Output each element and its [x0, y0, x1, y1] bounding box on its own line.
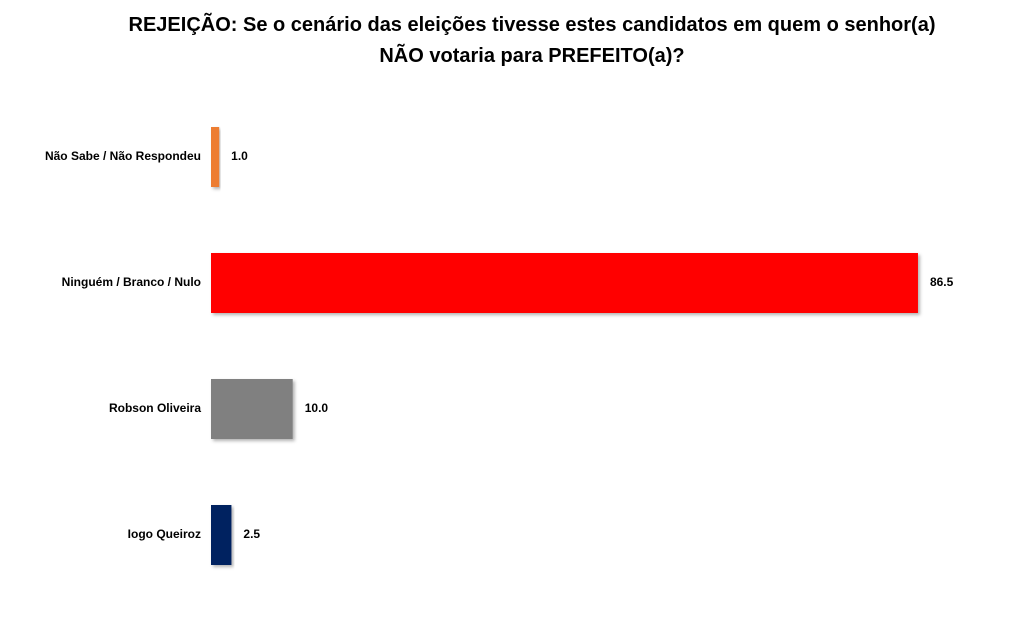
value-label: 2.5: [243, 527, 260, 541]
bar: [211, 127, 220, 187]
bar: [211, 505, 232, 565]
bar: [211, 253, 918, 313]
bar: [211, 379, 293, 439]
chart-title: REJEIÇÃO: Se o cenário das eleições tive…: [128, 14, 936, 67]
category-label: Ninguém / Branco / Nulo: [62, 275, 201, 289]
category-label: Robson Oliveira: [109, 401, 201, 415]
value-label: 86.5: [930, 275, 954, 289]
value-label: 10.0: [305, 401, 329, 415]
category-label: Não Sabe / Não Respondeu: [45, 149, 201, 163]
value-label: 1.0: [231, 149, 248, 163]
category-label: Iogo Queiroz: [128, 527, 201, 541]
